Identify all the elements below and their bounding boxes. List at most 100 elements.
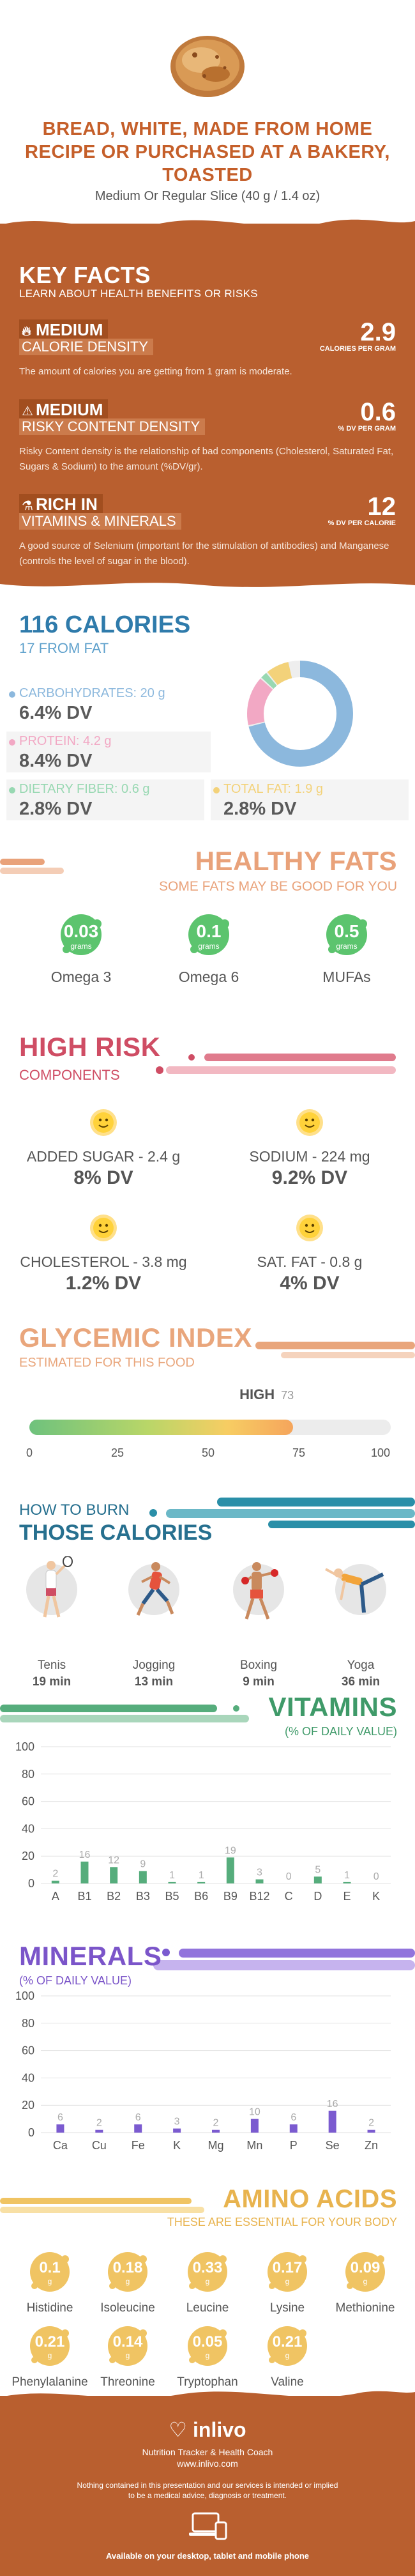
amino-unit: g: [125, 2351, 130, 2360]
key-facts-section: KEY FACTS LEARN ABOUT HEALTH BENEFITS OR…: [0, 219, 415, 592]
amino-name: Isoleucine: [100, 2301, 155, 2315]
fact-value: 0.6: [360, 398, 396, 426]
amino-value: 0.14: [112, 2333, 143, 2350]
bar-value-label: 1: [169, 1870, 175, 1881]
bar: [250, 2119, 259, 2133]
amino-isoleucine: 0.18 g Isoleucine: [89, 2250, 166, 2320]
decorative-stripes: [0, 2198, 204, 2213]
fact-calorie-density: 🔥︎ MEDIUM CALORIE DENSITY 2.9 CALORIES PE…: [19, 318, 396, 402]
decorative-dots: [156, 1054, 396, 1074]
minerals-section: MINERALS (% OF DAILY VALUE) 0 20 40 60 80 100…: [0, 1936, 415, 2185]
calories-from-fat: 17 FROM FAT: [19, 640, 109, 656]
footer-availability: Available on your desktop, tablet and mo…: [105, 2551, 310, 2561]
risk-dv: 4% DV: [280, 1273, 340, 1294]
x-tick-label: B12: [249, 1890, 269, 1903]
glycemic-track: [29, 1420, 391, 1435]
x-tick-label: P: [290, 2139, 298, 2152]
fact-vitamins-minerals: ⚗ RICH IN VITAMINS & MINERALS 12 % DV PER…: [19, 493, 396, 583]
bar: [226, 1857, 234, 1883]
amino-name: Tryptophan: [177, 2375, 238, 2389]
amino-unit: g: [285, 2277, 290, 2286]
activity-jogging: Jogging 13 min: [112, 1562, 195, 1698]
header: BREAD, WHITE, MADE FROM HOME RECIPE OR P…: [0, 0, 415, 211]
amino-acids-subtitle: THESE ARE ESSENTIAL FOR YOUR BODY: [167, 2216, 397, 2228]
x-tick-label: Cu: [92, 2139, 107, 2152]
inlivo-logo[interactable]: ♡ inlivo: [169, 2418, 246, 2441]
x-tick-label: K: [372, 1890, 380, 1903]
y-tick-label: 0: [28, 2126, 34, 2139]
blob-badge: [326, 914, 367, 955]
blob-badge: [108, 2326, 147, 2366]
bar: [80, 1861, 89, 1883]
bar-value-label: 0: [374, 1871, 379, 1882]
fact-level: ⚠ MEDIUM: [19, 399, 109, 418]
y-tick-label: 40: [22, 1822, 34, 1835]
amino-unit: g: [47, 2351, 52, 2360]
amino-unit: g: [205, 2351, 210, 2360]
fat-name: MUFAs: [322, 969, 371, 985]
fact-name: CALORIE DENSITY: [19, 339, 154, 355]
bar: [110, 1867, 118, 1883]
amino-acids-title: AMINO ACIDS: [223, 2185, 397, 2213]
footer-website-link[interactable]: www.inlivo.com: [177, 2458, 238, 2469]
x-tick-label: Se: [326, 2139, 340, 2152]
y-tick-label: 60: [22, 1795, 34, 1808]
bar: [95, 2129, 103, 2133]
activity-minutes: 9 min: [243, 1675, 275, 1689]
footer-tagline: Nutrition Tracker & Health Coach: [142, 2447, 273, 2457]
fat-value: 0.03: [63, 921, 99, 941]
amino-value: 0.33: [192, 2259, 223, 2276]
risk-name: ADDED SUGAR - 2.4 g: [26, 1148, 181, 1165]
x-tick-label: B2: [107, 1890, 121, 1903]
bar-value-label: 1: [199, 1870, 204, 1881]
x-tick-label: Zn: [365, 2139, 378, 2152]
decorative-stripes: [153, 1949, 415, 1970]
amino-methionine: 0.09 g Methionine: [327, 2250, 404, 2320]
fact-description: Risky Content density is the relationshi…: [19, 446, 394, 472]
fat-mufas: 0.5 grams MUFAs: [301, 912, 391, 995]
y-tick-label: 80: [22, 1768, 34, 1781]
wave-divider: [0, 219, 415, 238]
blob-badge: [188, 2252, 227, 2292]
macro-dv: 2.8% DV: [19, 799, 93, 819]
fact-name: VITAMINS & MINERALS: [19, 513, 181, 530]
macro-label: CARBOHYDRATES: 20 g: [19, 686, 165, 700]
bar: [328, 2110, 336, 2133]
glycemic-level: HIGH 73: [239, 1386, 294, 1402]
bar: [197, 1882, 206, 1883]
legend-dot: [213, 787, 220, 793]
yoga-icon: [325, 1568, 384, 1613]
y-tick-label: 20: [22, 2099, 34, 2112]
x-tick-label: B1: [77, 1890, 91, 1903]
high-risk-title: HIGH RISK: [19, 1032, 161, 1062]
activity-name: Tenis: [37, 1659, 66, 1672]
fact-unit: % DV PER GRAM: [338, 425, 396, 433]
blob-badge: [108, 2252, 147, 2292]
fact-description: A good source of Selenium (important for…: [19, 540, 389, 567]
smiley-icon: [90, 1109, 117, 1136]
bar: [134, 2124, 142, 2133]
amino-unit: g: [205, 2277, 210, 2286]
fact-level: 🔥︎ MEDIUM: [19, 319, 109, 339]
decorative-stripes: [0, 859, 64, 874]
vitamins-bar-chart: 0 20 40 60 80 100 2 A 16 B1 12 B2 9 B3 1 B5 1 B6 19 B9 3 B12 0…: [15, 1740, 391, 1903]
glycemic-index-subtitle: ESTIMATED FOR THIS FOOD: [19, 1356, 195, 1370]
fat-value: 0.1: [196, 921, 222, 941]
risk-name: CHOLESTEROL - 3.8 mg: [20, 1254, 187, 1270]
bar-value-label: 19: [225, 1845, 236, 1856]
glycemic-value: 73: [281, 1389, 294, 1402]
boxer-icon: [241, 1562, 278, 1620]
amino-name: Methionine: [335, 2301, 395, 2315]
fact-unit: CALORIES PER GRAM: [319, 345, 396, 353]
amino-leucine: 0.33 g Leucine: [169, 2250, 246, 2320]
healthy-fats-title: HEALTHY FATS: [195, 846, 397, 876]
x-tick-label: C: [285, 1890, 293, 1903]
blob-badge: [30, 2326, 70, 2366]
bar: [139, 1871, 147, 1883]
activity-minutes: 19 min: [32, 1675, 72, 1689]
fact-description: The amount of calories you are getting f…: [19, 366, 292, 377]
blob-badge: [188, 914, 229, 955]
fat-unit: grams: [336, 942, 358, 951]
fat-unit: grams: [70, 942, 92, 951]
glycemic-tick: 50: [201, 1446, 215, 1459]
